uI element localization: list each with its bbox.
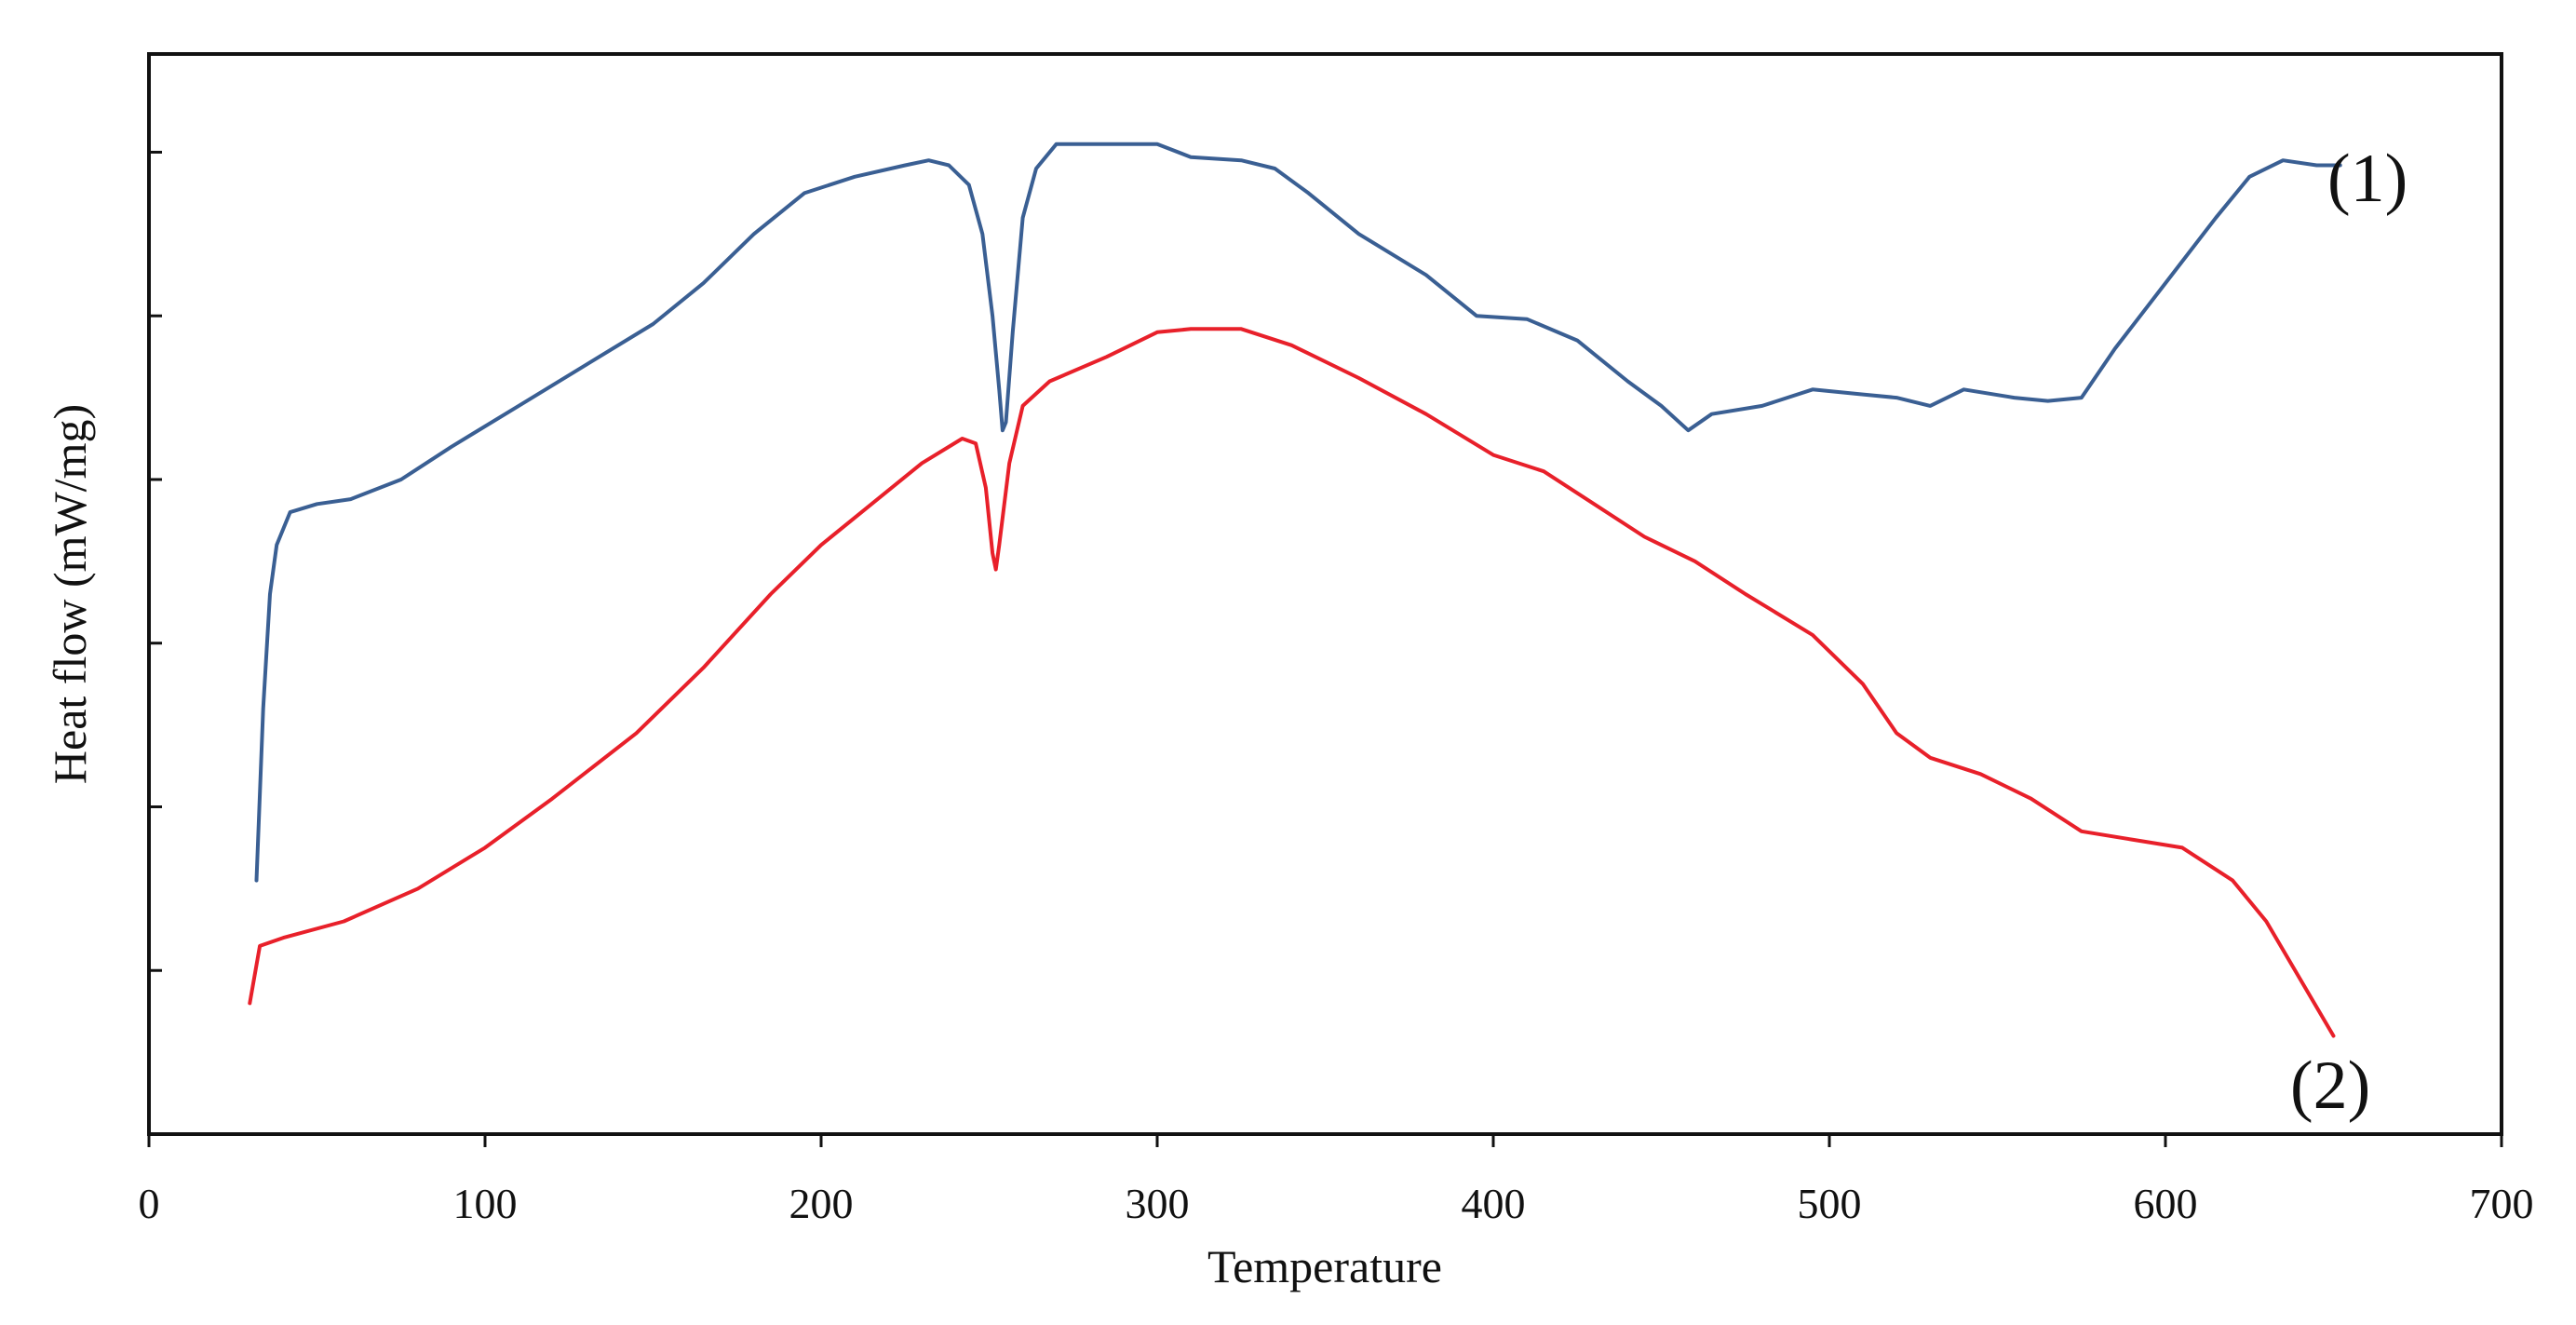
x-tick-label: 400 [1462,1180,1526,1227]
x-tick-label: 0 [139,1180,160,1227]
y-axis-ticks [149,150,162,972]
x-tick-label: 300 [1126,1180,1190,1227]
x-tick-label: 500 [1798,1180,1862,1227]
series-2-line [248,327,2336,1038]
plot-frame [147,52,2503,1136]
series-1-label: (1) [2327,141,2407,217]
x-axis-title: Temperature [1207,1240,1442,1292]
x-axis-ticks: 0 100 200 300 400 500 600 700 [139,1134,2534,1227]
x-tick-label: 700 [2470,1180,2534,1227]
y-axis-title: Heat flow (mW/mg) [44,404,96,784]
x-tick-label: 200 [789,1180,854,1227]
series-2-label: (2) [2290,1048,2370,1124]
series-layer [248,142,2342,1038]
x-tick-label: 600 [2134,1180,2198,1227]
series-1-line [254,142,2342,883]
x-tick-label: 100 [453,1180,518,1227]
